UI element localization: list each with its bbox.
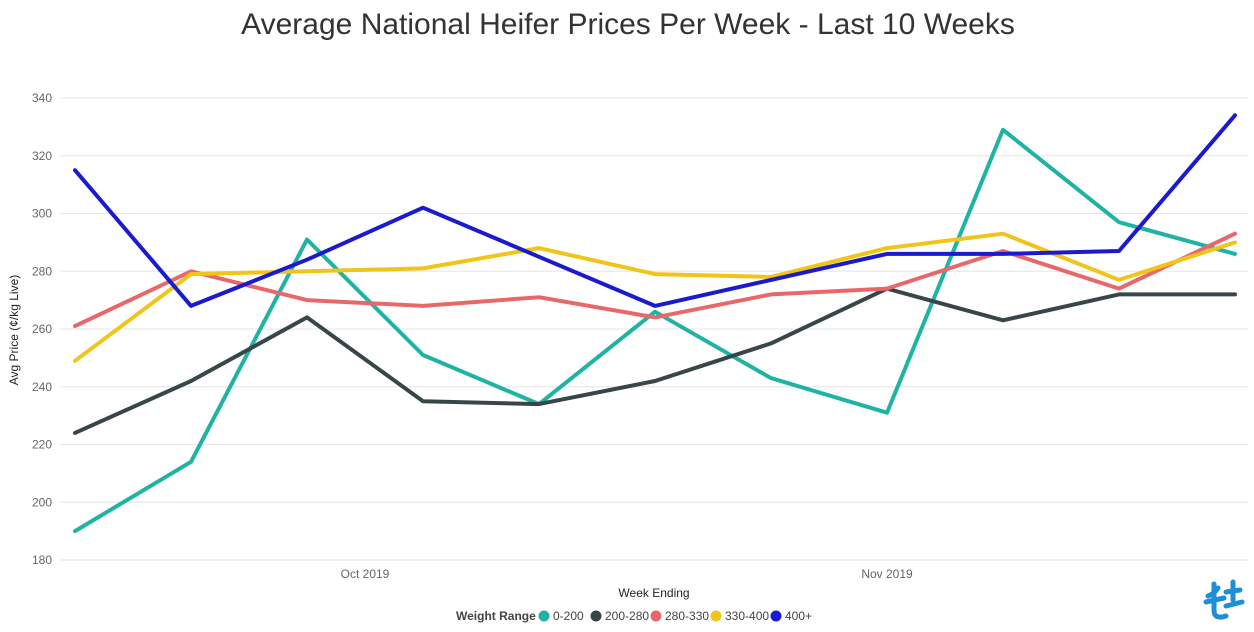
legend-marker (710, 610, 722, 622)
y-tick-label: 320 (32, 149, 52, 163)
series-line-280-330 (73, 231, 1237, 329)
x-axis-label: Week Ending (618, 586, 689, 600)
y-axis-ticks: 180 200 220 240 260 280 300 320 340 (32, 91, 52, 567)
y-tick-label: 180 (32, 553, 52, 567)
y-tick-label: 340 (32, 91, 52, 105)
gridlines (60, 97, 1248, 561)
chart-title: Average National Heifer Prices Per Week … (241, 8, 1015, 41)
y-axis-label: Avg Price (¢/kg Live) (7, 275, 21, 386)
legend: Weight Range 0-200 200-280 280-330 330-400 4… (456, 609, 812, 623)
x-tick-label: Oct 2019 (341, 567, 390, 581)
series-line-200-280 (73, 286, 1237, 435)
series-lines (73, 113, 1237, 534)
series-line-400+ (73, 113, 1237, 308)
legend-title: Weight Range (456, 609, 536, 623)
legend-marker (538, 610, 550, 622)
brand-logo-icon (1203, 579, 1245, 620)
legend-item-label: 400+ (785, 609, 812, 623)
legend-item-label: 330-400 (725, 609, 769, 623)
y-tick-label: 260 (32, 322, 52, 336)
x-axis-ticks: Oct 2019 Nov 2019 (341, 567, 913, 581)
legend-item-label: 200-280 (605, 609, 649, 623)
y-tick-label: 300 (32, 207, 52, 221)
x-tick-label: Nov 2019 (861, 567, 913, 581)
legend-marker (650, 610, 662, 622)
legend-item-label: 0-200 (553, 609, 584, 623)
y-tick-label: 240 (32, 380, 52, 394)
series-line-330-400 (73, 231, 1237, 363)
legend-item-label: 280-330 (665, 609, 709, 623)
legend-marker (770, 610, 782, 622)
legend-marker (590, 610, 602, 622)
y-tick-label: 280 (32, 264, 52, 278)
y-tick-label: 220 (32, 438, 52, 452)
series-line-0-200 (73, 127, 1237, 534)
y-tick-label: 200 (32, 495, 52, 509)
